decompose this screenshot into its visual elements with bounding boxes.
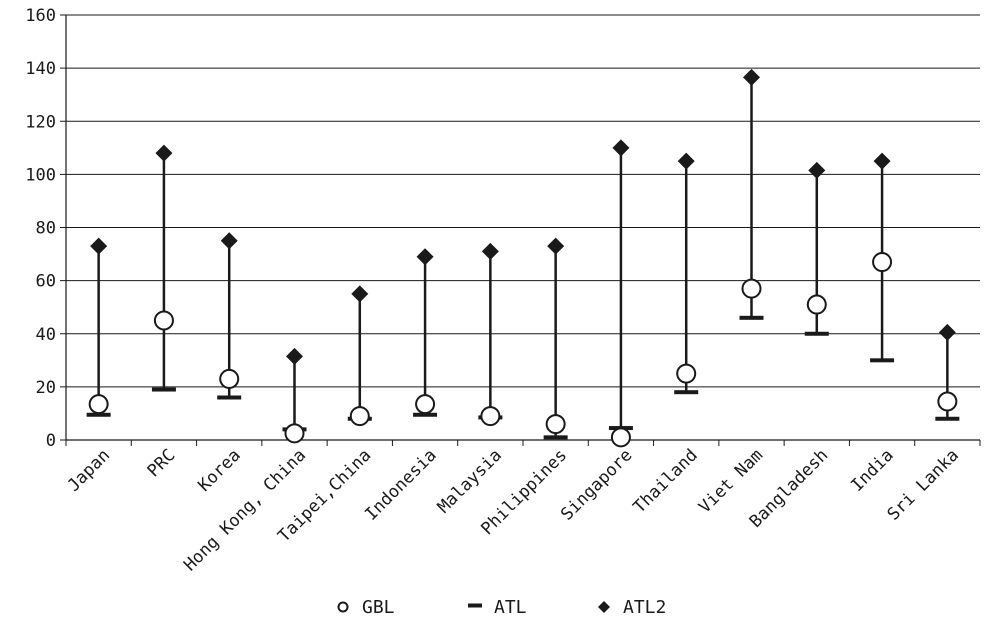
gbl-circle-marker bbox=[610, 427, 631, 448]
legend-label: ATL2 bbox=[623, 597, 666, 618]
y-tick-label: 60 bbox=[36, 272, 56, 292]
gbl-circle-marker bbox=[480, 406, 501, 427]
atl2-diamond-marker bbox=[481, 242, 499, 260]
y-tick-label: 80 bbox=[36, 219, 56, 239]
gbl-circle-marker bbox=[88, 394, 109, 415]
legend-label: GBL bbox=[362, 597, 395, 618]
y-tick-label: 40 bbox=[36, 325, 56, 345]
atl-dash-marker bbox=[935, 416, 960, 421]
gbl-circle-marker bbox=[219, 368, 240, 389]
y-tick-label: 20 bbox=[36, 378, 56, 398]
legend-item: ATL2 bbox=[598, 597, 666, 618]
data-markers bbox=[86, 68, 960, 448]
y-tick-label: 140 bbox=[25, 59, 56, 79]
atl-dash-marker bbox=[870, 358, 895, 363]
x-category-label: PRC bbox=[144, 445, 180, 481]
y-tick-label: 120 bbox=[25, 112, 56, 132]
atl-dash-marker bbox=[217, 395, 242, 400]
atl2-diamond-marker bbox=[677, 152, 695, 170]
gbl-circle-marker bbox=[872, 252, 893, 273]
x-category-label: Sri Lanka bbox=[884, 445, 963, 524]
gbl-circle-marker bbox=[415, 394, 436, 415]
gbl-circle-marker bbox=[676, 363, 697, 384]
legend-label: ATL bbox=[494, 597, 527, 618]
atl-dash-marker bbox=[739, 315, 764, 320]
atl2-diamond-marker bbox=[90, 237, 108, 255]
gridlines bbox=[66, 14, 980, 388]
atl-dash-marker bbox=[674, 390, 699, 395]
legend-atl2-icon bbox=[598, 601, 610, 613]
legend-item: GBL bbox=[337, 597, 395, 618]
y-tick-label: 0 bbox=[46, 431, 56, 451]
x-category-label: Japan bbox=[64, 445, 114, 495]
atl2-diamond-marker bbox=[286, 347, 303, 365]
gbl-circle-marker bbox=[284, 423, 305, 444]
atl2-diamond-marker bbox=[938, 323, 956, 341]
atl-dash-marker bbox=[543, 435, 568, 440]
x-category-label: Korea bbox=[194, 445, 244, 495]
atl2-diamond-marker bbox=[873, 152, 891, 170]
atl2-diamond-marker bbox=[155, 144, 173, 162]
atl-dash-marker bbox=[86, 412, 111, 417]
x-category-label: Singapore bbox=[557, 445, 636, 524]
gbl-circle-marker bbox=[806, 294, 827, 315]
legend: GBL ATL ATL2 bbox=[337, 597, 666, 618]
atl2-diamond-marker bbox=[547, 237, 565, 255]
legend-gbl-icon bbox=[337, 601, 349, 613]
atl2-diamond-marker bbox=[220, 232, 238, 250]
gbl-circle-marker bbox=[937, 391, 958, 412]
atl-dash-marker bbox=[804, 331, 829, 336]
legend-atl-icon bbox=[468, 603, 482, 608]
atl2-diamond-marker bbox=[416, 248, 434, 266]
gbl-circle-marker bbox=[741, 278, 762, 299]
atl2-diamond-marker bbox=[612, 139, 630, 157]
legend-item: ATL bbox=[468, 597, 527, 618]
range-lines bbox=[97, 77, 949, 438]
gbl-circle-marker bbox=[545, 414, 566, 435]
gbl-circle-marker bbox=[153, 310, 174, 331]
gbl-circle-marker bbox=[349, 406, 370, 427]
axes bbox=[60, 14, 981, 446]
atl-dash-marker bbox=[151, 387, 176, 392]
atl2-diamond-marker bbox=[743, 68, 760, 86]
x-category-label: Hong Kong, China bbox=[180, 445, 310, 575]
x-category-label: India bbox=[847, 445, 897, 495]
x-category-label: Thailand bbox=[630, 445, 702, 517]
atl2-diamond-marker bbox=[808, 161, 826, 179]
y-tick-label: 100 bbox=[25, 165, 56, 185]
y-tick-label: 160 bbox=[25, 6, 56, 26]
atl-dash-marker bbox=[413, 412, 438, 417]
x-category-label: Indonesia bbox=[361, 445, 440, 524]
atl2-diamond-marker bbox=[351, 285, 369, 303]
